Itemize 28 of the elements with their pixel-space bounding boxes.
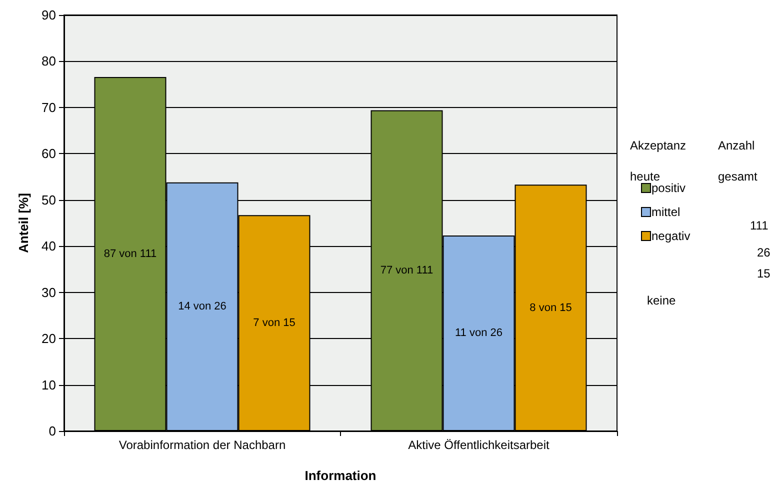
annotation: 7 von 15: [253, 317, 296, 330]
annotation: 8 von 15: [530, 302, 572, 314]
annotation: 14 von 26: [178, 300, 226, 313]
x-tick-label: Vorabinformation der Nachbarn: [118, 438, 286, 452]
legend-label: negativ: [652, 229, 690, 243]
text: 111: [750, 218, 769, 232]
text: 15: [757, 266, 771, 280]
y-tick-label: 20: [42, 331, 56, 346]
y-tick-label: 30: [42, 284, 56, 300]
y-axis-title: Anteil [%]: [16, 193, 31, 253]
text: Anzahl gesamt: [718, 138, 758, 184]
x-tick-label: Aktive Öffentlichkeitsarbeit: [408, 438, 550, 452]
y-tick-label: 60: [42, 146, 56, 162]
text: 26: [757, 246, 771, 260]
annotation: 87 von 111: [104, 248, 157, 260]
y-tick-label: 40: [42, 238, 56, 254]
x-axis-title: Information: [304, 468, 376, 483]
y-tick-label: 50: [42, 192, 56, 208]
y-tick-label: 70: [42, 100, 56, 115]
legend-label: positiv: [652, 181, 686, 195]
y-tick-label: 10: [42, 377, 56, 392]
legend-label: mittel: [652, 205, 680, 219]
y-tick-label: 90: [42, 8, 56, 22]
annotation: 77 von 111: [380, 264, 434, 277]
text: keine: [647, 294, 676, 308]
y-tick-label: 80: [42, 54, 56, 69]
annotation: 11 von 26: [454, 327, 503, 340]
y-tick-label: 0: [48, 424, 56, 438]
